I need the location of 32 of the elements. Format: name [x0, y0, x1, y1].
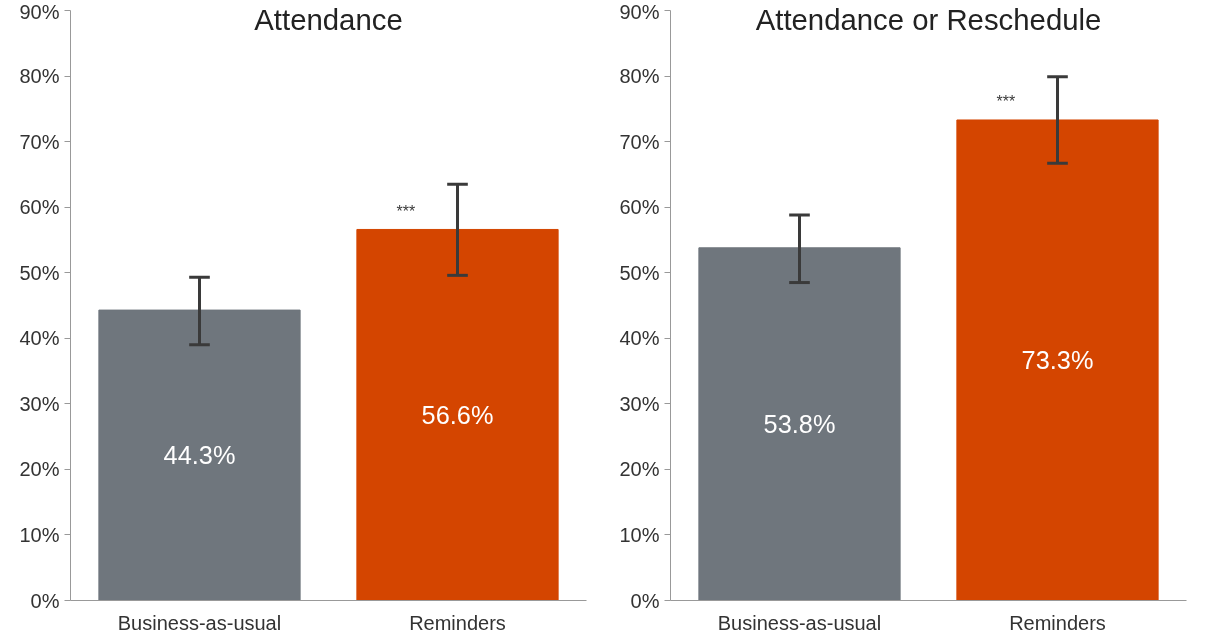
- annotation: ***: [396, 202, 416, 220]
- data-label: 56.6%: [421, 400, 494, 429]
- y-tick-label: 40%: [619, 327, 660, 350]
- y-tick-label: 0%: [630, 589, 660, 612]
- y-tick-label: 80%: [19, 65, 60, 88]
- y-tick-label: 40%: [19, 327, 60, 350]
- y-tick-label: 30%: [619, 392, 660, 415]
- chart-title: Attendance or Reschedule: [755, 2, 1102, 36]
- y-tick-label: 50%: [19, 261, 60, 284]
- data-label: 53.8%: [763, 410, 836, 439]
- y-tick-label: 60%: [19, 196, 60, 219]
- y-tick-label: 60%: [619, 196, 660, 219]
- y-tick-label: 10%: [619, 523, 660, 546]
- annotation: ***: [996, 93, 1016, 111]
- y-tick-label: 80%: [619, 65, 660, 88]
- x-tick-label: Reminders: [1009, 611, 1106, 634]
- y-tick-label: 50%: [619, 261, 660, 284]
- y-tick-label: 70%: [619, 130, 660, 153]
- y-tick-label: 90%: [19, 0, 60, 23]
- y-tick-label: 90%: [619, 0, 660, 23]
- y-tick-label: 70%: [19, 130, 60, 153]
- y-tick-label: 10%: [19, 523, 60, 546]
- x-tick-label: Business-as-usual: [117, 611, 282, 634]
- x-tick-label: Reminders: [409, 611, 506, 634]
- chart-title: Attendance: [254, 2, 403, 36]
- y-tick-label: 20%: [19, 458, 60, 481]
- y-tick-label: 0%: [30, 589, 60, 612]
- data-label: 44.3%: [163, 441, 236, 470]
- data-label: 73.3%: [1021, 346, 1094, 375]
- y-tick-label: 20%: [619, 458, 660, 481]
- x-tick-label: Business-as-usual: [717, 611, 882, 634]
- y-tick-label: 30%: [19, 392, 60, 415]
